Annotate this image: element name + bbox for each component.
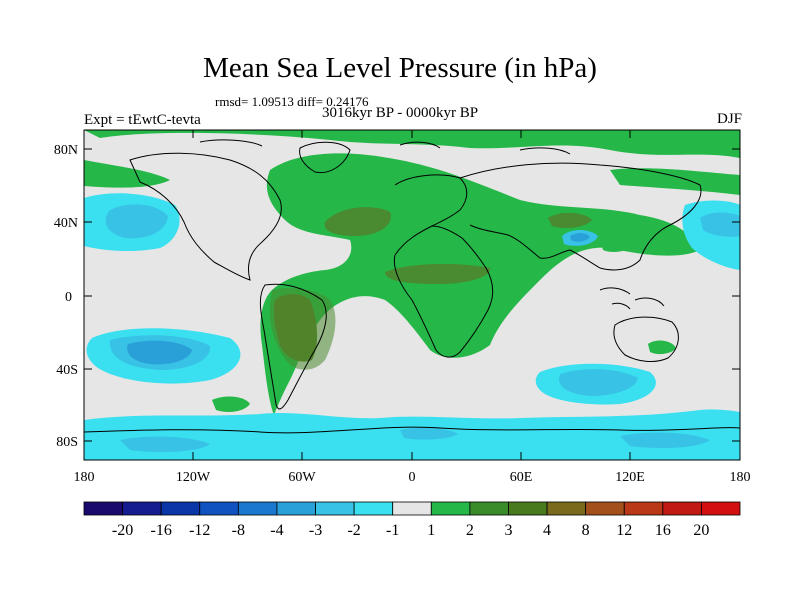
north-atlantic-positive-core bbox=[324, 207, 391, 236]
colorbar-label: -1 bbox=[386, 522, 399, 539]
colorbar-label: -4 bbox=[270, 522, 283, 539]
south-pacific-negative-core bbox=[127, 340, 192, 365]
colorbar: -20 -16 -12 -8 -4 -3 -2 -1 1 2 3 4 8 12 16 20 bbox=[83, 501, 741, 539]
antarctic-negative-patch-west bbox=[120, 436, 210, 452]
colorbar-label: -8 bbox=[232, 522, 245, 539]
coastline-north-america bbox=[129, 152, 282, 281]
colorbar-box bbox=[546, 501, 587, 516]
lon-label-180w: 180 bbox=[74, 470, 95, 485]
coastlines bbox=[84, 139, 740, 434]
sahara-positive-core bbox=[385, 263, 491, 284]
coastline-south-america bbox=[259, 283, 327, 410]
colorbar-label: 1 bbox=[427, 522, 435, 539]
arabia-positive-core bbox=[548, 212, 592, 228]
india-negative-inner bbox=[570, 233, 590, 242]
coastline-asia bbox=[459, 162, 702, 271]
lat-label-80n: 80N bbox=[54, 143, 78, 158]
period-label: 3016kyr BP - 0000kyr BP bbox=[322, 105, 479, 121]
colorbar-label: -2 bbox=[347, 522, 360, 539]
lon-label-60e: 60E bbox=[510, 470, 533, 485]
north-pacific-negative-core bbox=[105, 204, 168, 239]
experiment-label: Expt = tEwtC-tevta bbox=[84, 112, 201, 128]
east-pacific-negative-core bbox=[700, 212, 740, 237]
colorbar-box bbox=[237, 501, 278, 516]
lat-label-80s: 80S bbox=[56, 435, 78, 450]
colorbar-box bbox=[662, 501, 702, 516]
map-title: Mean Sea Level Pressure (in hPa) bbox=[203, 52, 597, 84]
colorbar-box bbox=[199, 501, 239, 516]
antarctic-negative-patch-mid bbox=[400, 427, 458, 440]
colorbar-box bbox=[430, 501, 471, 516]
stats-text: rmsd= 1.09513 diff= 0.24176 bbox=[215, 94, 369, 109]
colorbar-box bbox=[353, 501, 394, 516]
australia-positive-patch bbox=[648, 340, 676, 355]
colorbar-label: -16 bbox=[151, 522, 172, 539]
coastline-europe-africa bbox=[393, 174, 494, 358]
colorbar-label: -12 bbox=[189, 522, 210, 539]
south-indian-negative-core bbox=[559, 369, 638, 396]
lat-label-0: 0 bbox=[65, 290, 72, 305]
colorbar-label: -3 bbox=[309, 522, 322, 539]
colorbar-box bbox=[469, 501, 509, 516]
colorbar-box bbox=[623, 501, 664, 516]
lon-label-120w: 120W bbox=[176, 470, 211, 485]
season-label: DJF bbox=[716, 111, 742, 127]
lat-label-40n: 40N bbox=[54, 216, 78, 231]
colorbar-label: -20 bbox=[112, 522, 133, 539]
colorbar-label: 16 bbox=[655, 522, 671, 539]
lon-label-0: 0 bbox=[409, 470, 416, 485]
colorbar-box bbox=[701, 501, 741, 516]
coastline-arctic-islands bbox=[199, 139, 571, 155]
colorbar-label: 4 bbox=[543, 522, 551, 539]
colorbar-label: 20 bbox=[693, 522, 709, 539]
colorbar-box bbox=[83, 501, 123, 516]
colorbar-label: 3 bbox=[504, 522, 512, 539]
lat-label-40s: 40S bbox=[56, 363, 78, 378]
colorbar-box bbox=[508, 501, 548, 516]
colorbar-box bbox=[160, 501, 201, 516]
south-atlantic-positive-patch bbox=[212, 396, 250, 412]
coastline-maritime-continent bbox=[599, 287, 665, 310]
coastline-greenland bbox=[299, 141, 351, 174]
colorbar-label: 2 bbox=[466, 522, 474, 539]
lon-label-120e: 120E bbox=[615, 470, 645, 485]
lon-label-180e: 180 bbox=[730, 470, 751, 485]
colorbar-box bbox=[276, 501, 316, 516]
lon-label-60w: 60W bbox=[288, 470, 316, 485]
colorbar-box bbox=[315, 501, 355, 516]
longitude-axis: 180 120W 60W 0 60E 120E 180 bbox=[74, 130, 751, 485]
coastline-australia bbox=[613, 316, 679, 363]
south-america-positive-outer bbox=[269, 288, 336, 370]
east-asia-positive-patch bbox=[600, 235, 636, 252]
colorbar-box bbox=[122, 501, 162, 516]
colorbar-label: 12 bbox=[616, 522, 632, 539]
anomaly-fields bbox=[84, 130, 740, 460]
colorbar-label: 8 bbox=[582, 522, 590, 539]
arctic-positive-region bbox=[84, 130, 740, 158]
arctic-positive-patch bbox=[84, 160, 170, 188]
siberia-positive-patch bbox=[610, 168, 740, 195]
colorbar-box bbox=[392, 501, 432, 516]
colorbar-box bbox=[585, 501, 625, 516]
antarctic-negative-patch-east bbox=[620, 432, 710, 448]
coastline-antarctica bbox=[84, 426, 740, 434]
latitude-axis: 80N 40N 0 40S 80S bbox=[54, 143, 740, 450]
